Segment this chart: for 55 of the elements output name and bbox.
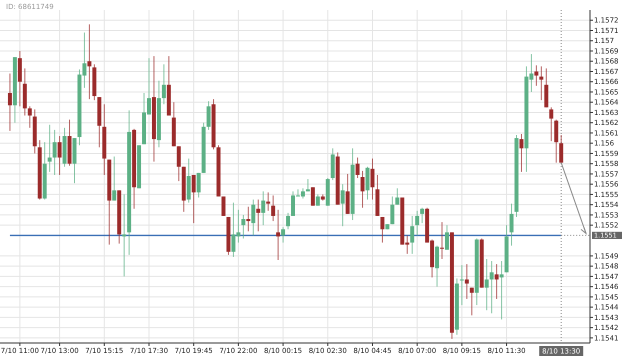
candlestick (246, 206, 250, 232)
candlestick (122, 194, 126, 277)
candlestick (494, 264, 499, 300)
candlestick (554, 119, 558, 164)
candlestick (8, 73, 12, 132)
candlestick (241, 214, 246, 239)
candlestick (18, 50, 22, 107)
candlestick (276, 209, 280, 261)
candlestick (356, 157, 360, 179)
candlestick (196, 172, 201, 198)
candlestick (186, 158, 191, 204)
candlestick (460, 264, 464, 306)
candlestick (28, 106, 32, 128)
candlestick (539, 66, 544, 101)
candlestick (162, 64, 166, 105)
candlestick (519, 133, 524, 172)
candlestick (370, 158, 374, 200)
candlestick (271, 194, 276, 222)
candlestick (360, 170, 365, 208)
candlestick (366, 166, 370, 200)
candlestick (420, 207, 424, 224)
candlestick (286, 212, 290, 230)
candlestick (52, 129, 57, 176)
candlestick (192, 174, 196, 224)
candlestick (48, 124, 52, 172)
candlestick (390, 196, 394, 225)
candlestick (206, 100, 211, 130)
candlestick (58, 136, 62, 176)
candlestick (380, 216, 384, 244)
candlestick (410, 215, 414, 254)
candlestick (559, 134, 564, 164)
candlestick (500, 260, 504, 320)
candlestick (340, 184, 345, 227)
candlestick (415, 210, 420, 236)
candlestick (470, 287, 474, 316)
candlestick (444, 224, 449, 250)
candlestick (464, 264, 469, 300)
candlestick (87, 24, 92, 100)
candlestick (490, 260, 494, 314)
candlestick (510, 203, 514, 246)
candlestick (440, 222, 444, 260)
candlestick (544, 68, 548, 108)
candlestick (281, 226, 286, 244)
candlestick (395, 188, 400, 206)
candlestick (112, 156, 116, 202)
candlestick (261, 190, 266, 226)
candlestick (306, 178, 310, 192)
candlestick (251, 199, 256, 236)
candlestick (534, 64, 538, 86)
candlestick (222, 196, 226, 216)
candlestick (346, 173, 350, 214)
candlestick (484, 258, 489, 311)
candlestick (176, 146, 181, 182)
candlestick (435, 245, 440, 288)
candlestick (266, 192, 270, 212)
